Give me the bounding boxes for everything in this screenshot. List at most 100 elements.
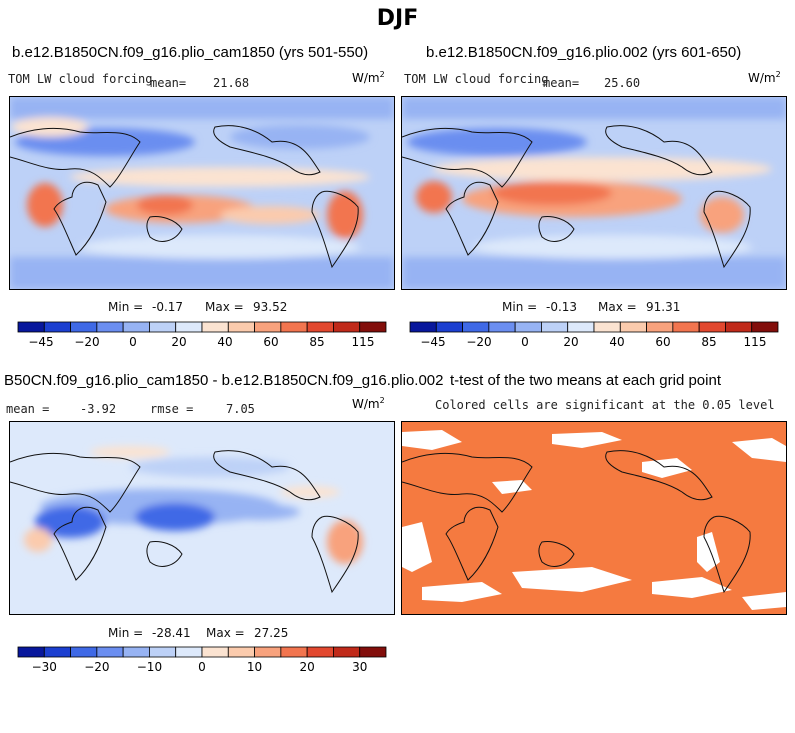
colorbar-swatch (698, 321, 726, 333)
panel-b-map (401, 96, 787, 290)
field-warm-region (327, 520, 363, 564)
field-warm-region (700, 197, 744, 233)
field-mid-region (80, 235, 360, 259)
field-hot-region (137, 195, 193, 215)
panel-b-field (402, 97, 786, 289)
colorbar-swatch (646, 321, 674, 333)
panel-a-mean: 21.68 (213, 76, 250, 90)
colorbar-tick-label: −20 (84, 660, 109, 674)
field-south-band (10, 257, 394, 289)
colorbar-swatch (43, 321, 71, 333)
coastline (311, 515, 359, 594)
coastline (402, 452, 533, 513)
field-warm-region (90, 446, 170, 458)
coastline (605, 450, 713, 501)
figure-title: DJF (376, 6, 419, 31)
colorbar-tick-label: −20 (466, 335, 491, 349)
colorbar-tick-label: −45 (420, 335, 445, 349)
colorbar-swatch (359, 321, 387, 333)
colorbar-swatch (227, 321, 255, 333)
colorbar-swatch (122, 646, 150, 658)
field-south-band (402, 257, 786, 289)
panel-d-field (402, 422, 786, 614)
insignificant-region (652, 577, 732, 598)
colorbar-tick-label: 85 (309, 335, 324, 349)
panel-b-colorbar: −45 −20 0 20 40 60 85 115 (409, 321, 779, 352)
panel-b-mean-label: mean= (543, 76, 580, 90)
insignificant-region (642, 458, 692, 478)
colorbar-swatch (280, 321, 308, 333)
panel-d-subtitle: Colored cells are significant at the 0.0… (435, 398, 775, 412)
field-cold-region (407, 128, 587, 156)
colorbar-swatch (149, 321, 177, 333)
panel-d-title: t-test of the two means at each grid poi… (450, 372, 721, 389)
colorbar-tick-label: 85 (701, 335, 716, 349)
panel-b-min: -0.13 (546, 300, 578, 314)
colorbar-tick-label: 0 (521, 335, 529, 349)
insignificant-region (742, 592, 786, 610)
colorbar-tick-label: 60 (655, 335, 670, 349)
colorbar-swatch (751, 321, 779, 333)
field-hot-region (416, 181, 452, 213)
colorbar-tick-label: 40 (217, 335, 232, 349)
colorbar-tick-label: 20 (300, 660, 315, 674)
field-warm-region (280, 486, 340, 498)
colorbar-swatch (462, 321, 490, 333)
colorbar-swatch (306, 321, 334, 333)
panel-c-rmse: 7.05 (226, 402, 255, 416)
panel-c-title: B50CN.f09_g16.plio_cam1850 - b.e12.B1850… (4, 372, 444, 389)
colorbar-swatch (567, 321, 595, 333)
insignificant-region (512, 567, 632, 592)
panel-c-max: 27.25 (254, 626, 289, 640)
colorbar-tick-label: 20 (563, 335, 578, 349)
colorbar-swatch (96, 646, 124, 658)
insignificant-region (422, 582, 502, 602)
field-north-band (402, 97, 786, 119)
colorbar-tick-label: −30 (32, 660, 57, 674)
colorbar-swatch (619, 321, 647, 333)
colorbar-swatch (359, 646, 387, 658)
colorbar-tick-label: 40 (609, 335, 624, 349)
panel-a-units: W/m2 (352, 70, 385, 85)
colorbar-swatch (672, 321, 700, 333)
colorbar-tick-label: 115 (352, 335, 375, 349)
colorbar-swatch (17, 321, 45, 333)
coastline (53, 181, 107, 256)
colorbar-swatch (201, 646, 229, 658)
colorbar-tick-label: 60 (263, 335, 278, 349)
coastline (605, 125, 713, 176)
colorbar-swatch (306, 646, 334, 658)
colorbar-tick-label: 0 (129, 335, 137, 349)
coastline (445, 181, 499, 256)
panel-c-map (9, 421, 395, 615)
colorbar-swatch (122, 321, 150, 333)
coastline (10, 452, 141, 513)
field-north-band (10, 97, 394, 119)
panel-a-field (10, 97, 394, 289)
panel-a-min-label: Min = (108, 300, 144, 314)
coastline (146, 541, 183, 567)
insignificant-region (552, 432, 622, 448)
panel-a-max: 93.52 (253, 300, 288, 314)
colorbar-tick-label: 115 (744, 335, 767, 349)
panel-c-rmse-label: rmse = (150, 402, 194, 416)
colorbar-swatch (254, 321, 282, 333)
panel-b-variable: TOM LW cloud forcing (404, 72, 549, 86)
colorbar-swatch (280, 646, 308, 658)
field-warm-region (70, 167, 370, 187)
panel-a-variable: TOM LW cloud forcing (8, 72, 153, 86)
field-warm-region (432, 157, 772, 181)
colorbar-swatch (149, 646, 177, 658)
colorbar-swatch (333, 646, 361, 658)
colorbar-swatch (70, 646, 98, 658)
colorbar-swatch (725, 321, 753, 333)
coastline (213, 450, 321, 501)
panel-a-map (9, 96, 395, 290)
insignificant-region (732, 438, 786, 462)
colorbar-swatch (435, 321, 463, 333)
colorbar-swatch (333, 321, 361, 333)
colorbar-tick-label: −45 (28, 335, 53, 349)
panel-c-min: -28.41 (152, 626, 191, 640)
colorbar-swatch (96, 321, 124, 333)
colorbar-swatch (227, 646, 255, 658)
